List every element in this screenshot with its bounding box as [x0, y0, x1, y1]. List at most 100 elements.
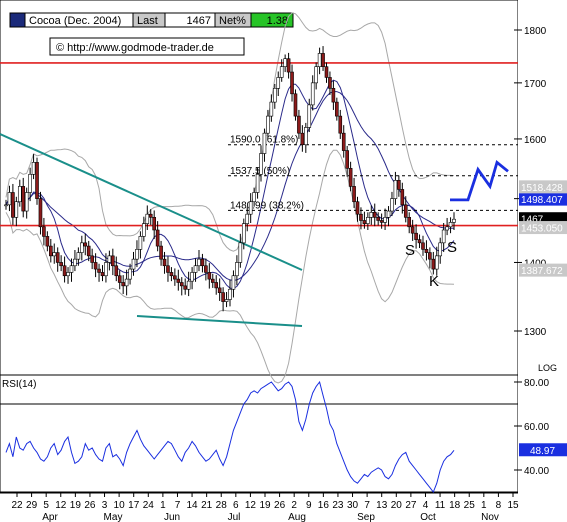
- candle-body: [390, 198, 394, 212]
- x-month-label: Oct: [420, 512, 436, 522]
- candle-body: [145, 213, 150, 224]
- candle-body: [352, 186, 356, 203]
- x-day-label: 8: [496, 500, 502, 511]
- candle-body: [21, 186, 26, 212]
- candle-body: [269, 101, 274, 117]
- candle-body: [38, 198, 43, 228]
- candle-body: [121, 282, 125, 287]
- candle-body: [193, 265, 198, 273]
- price-tick-label: 1700: [524, 79, 547, 90]
- x-day-label: 1: [160, 500, 166, 511]
- x-day-label: 6: [233, 500, 239, 511]
- x-month-label: May: [104, 512, 123, 522]
- pattern-annotation: K: [429, 273, 439, 290]
- price-level-label: 1387.672: [521, 266, 563, 277]
- price-tick-label: 1800: [524, 26, 547, 37]
- candle-body: [266, 115, 270, 134]
- x-day-label: 20: [391, 500, 403, 511]
- candle-body: [59, 262, 63, 267]
- candle-body: [369, 212, 374, 218]
- candle-body: [131, 258, 136, 270]
- rsi-panel: [0, 374, 519, 494]
- instrument-name: Cocoa (Dec. 2004): [29, 15, 121, 27]
- candle-body: [348, 168, 353, 187]
- candle-body: [128, 268, 132, 280]
- candle-body: [338, 115, 343, 134]
- candle-body: [45, 236, 50, 247]
- candle-body: [434, 255, 439, 270]
- candle-body: [173, 275, 177, 280]
- candle-body: [200, 258, 205, 267]
- candle-body: [331, 88, 336, 103]
- price-layer: 1590.0 (61.8%)1537.5 (50%)1480.99 (38.2%…: [0, 12, 518, 384]
- x-month-label: Sep: [357, 512, 375, 522]
- candle-body: [248, 201, 253, 215]
- candle-body: [48, 245, 53, 257]
- candle-body: [417, 239, 422, 244]
- x-day-label: 26: [84, 500, 96, 511]
- lower-band-line: [5, 149, 455, 384]
- forecast-line: [450, 159, 509, 202]
- x-day-label: 27: [405, 500, 417, 511]
- x-day-label: 11: [435, 500, 446, 511]
- candle-body: [241, 223, 246, 244]
- candle-body: [424, 249, 429, 253]
- price-level-badge: [519, 263, 567, 277]
- candle-body: [310, 82, 315, 106]
- candle-body: [317, 53, 322, 67]
- last-label: Last: [137, 15, 158, 27]
- candle-body: [410, 226, 415, 234]
- x-day-label: 4: [423, 500, 429, 511]
- support-trend-line: [136, 315, 303, 327]
- rsi-tick-label: 60.00: [524, 422, 549, 433]
- price-tick-label: 1300: [524, 327, 547, 338]
- x-day-label: 28: [216, 500, 228, 511]
- candle-body: [14, 201, 19, 218]
- price-level-badge: [519, 180, 567, 194]
- candle-body: [304, 127, 308, 146]
- x-day-label: 14: [186, 500, 198, 511]
- candle-body: [393, 180, 398, 199]
- candle-body: [204, 265, 208, 273]
- candle-body: [11, 192, 15, 218]
- candle-body: [441, 229, 446, 244]
- fibonacci-label: 1480.99 (38.2%): [230, 200, 304, 211]
- upper-band-line: [5, 12, 455, 252]
- candle-body: [224, 299, 229, 302]
- candle-body: [179, 282, 184, 287]
- candle-body: [28, 173, 32, 193]
- candle-body: [176, 278, 181, 283]
- candle-body: [4, 204, 8, 207]
- netpct-value: 1.38: [267, 15, 288, 27]
- x-day-label: 25: [464, 500, 476, 511]
- x-month-label: Jul: [228, 512, 241, 522]
- rsi-current-label: 48.97: [530, 446, 555, 457]
- x-day-label: 29: [26, 500, 38, 511]
- x-day-label: 15: [507, 500, 519, 511]
- x-day-label: 13: [376, 500, 388, 511]
- candle-body: [17, 186, 22, 203]
- candle-body: [152, 217, 156, 231]
- rsi-current-badge: [519, 443, 567, 457]
- last-value: 1467: [187, 15, 211, 27]
- candle-body: [117, 275, 122, 283]
- x-day-label: 24: [143, 500, 155, 511]
- candle-body: [290, 71, 294, 95]
- instrument-color-swatch: [9, 12, 26, 28]
- candle-body: [217, 287, 222, 293]
- candle-body: [114, 265, 119, 277]
- candle-body: [362, 220, 367, 224]
- price-level-label: 1518.428: [521, 183, 563, 194]
- axis-layer: 13001400150016001700180014671453.0501498…: [11, 26, 567, 522]
- price-level-label: 1467: [521, 215, 544, 226]
- candle-body: [235, 262, 239, 277]
- x-day-label: 19: [259, 500, 271, 511]
- candle-body: [345, 150, 349, 169]
- candle-body: [73, 258, 77, 267]
- candle-body: [183, 285, 187, 290]
- candle-body: [35, 162, 39, 199]
- log-scale-label: LOG: [538, 363, 557, 373]
- x-day-label: 30: [347, 500, 359, 511]
- candle-body: [142, 223, 146, 237]
- x-day-label: 12: [55, 500, 67, 511]
